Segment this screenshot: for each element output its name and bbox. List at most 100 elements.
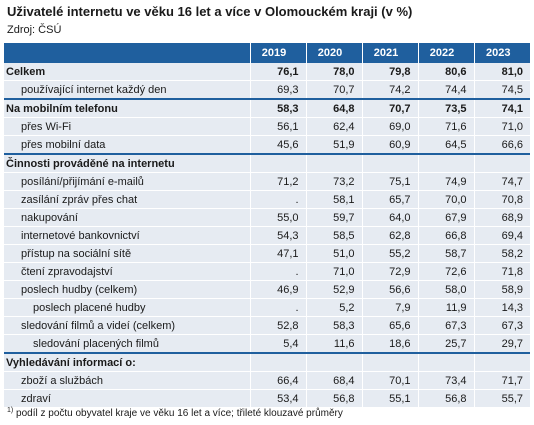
cell-value: 67,3	[473, 316, 530, 335]
cell-value	[249, 352, 306, 372]
row-label: poslech hudby (celkem)	[4, 280, 250, 299]
cell-value: 76,1	[249, 63, 306, 81]
cell-value	[473, 352, 530, 372]
cell-value: 72,6	[417, 262, 474, 281]
table-row: používající internet každý den 69,3 70,7…	[4, 80, 530, 100]
header-blank-cell	[4, 43, 250, 63]
row-label: zboží a službách	[4, 371, 250, 390]
section-header-row: Činnosti prováděné na internetu	[4, 153, 530, 173]
cell-value: 58,7	[417, 244, 474, 263]
cell-value: .	[249, 190, 306, 209]
cell-value: 70,1	[361, 371, 418, 390]
cell-value: 71,6	[417, 117, 474, 136]
footnote-text: podíl z počtu obyvatel kraje ve věku 16 …	[16, 408, 343, 419]
cell-value: 74,1	[473, 98, 530, 118]
cell-value	[361, 352, 418, 372]
table-row: Celkem 76,1 78,0 79,8 80,6 81,0	[4, 63, 530, 81]
cell-value: 53,4	[249, 389, 306, 408]
cell-value: 70,0	[417, 190, 474, 209]
data-table: 2019 2020 2021 2022 2023 Celkem 76,1 78,…	[4, 43, 530, 408]
row-label: nakupování	[4, 208, 250, 227]
cell-value: 56,8	[417, 389, 474, 408]
row-label: posílání/přijímání e-mailů	[4, 172, 250, 191]
cell-value: 18,6	[361, 334, 418, 354]
cell-value: 11,6	[305, 334, 362, 354]
cell-value: 51,9	[305, 135, 362, 155]
table-row: posílání/přijímání e-mailů 71,2 73,2 75,…	[4, 172, 530, 191]
cell-value: 58,5	[305, 226, 362, 245]
section-label: Vyhledávání informací o:	[4, 352, 250, 372]
header-row: 2019 2020 2021 2022 2023	[4, 43, 530, 63]
cell-value: 70,7	[361, 98, 418, 118]
table-row: čtení zpravodajství . 71,0 72,9 72,6 71,…	[4, 262, 530, 281]
cell-value: 64,0	[361, 208, 418, 227]
cell-value: 54,3	[249, 226, 306, 245]
table-row: přes mobilní data 45,6 51,9 60,9 64,5 66…	[4, 135, 530, 155]
cell-value: 73,4	[417, 371, 474, 390]
cell-value: 72,9	[361, 262, 418, 281]
cell-value: 55,0	[249, 208, 306, 227]
year-header: 2021	[361, 43, 418, 63]
cell-value: 73,2	[305, 172, 362, 191]
cell-value: 78,0	[305, 63, 362, 81]
cell-value	[473, 153, 530, 173]
cell-value: 69,0	[361, 117, 418, 136]
cell-value: 25,7	[417, 334, 474, 354]
table-row: poslech placené hudby . 5,2 7,9 11,9 14,…	[4, 298, 530, 317]
cell-value: 62,4	[305, 117, 362, 136]
cell-value: 75,1	[361, 172, 418, 191]
table-row: Na mobilním telefonu 58,3 64,8 70,7 73,5…	[4, 98, 530, 118]
cell-value	[249, 153, 306, 173]
cell-value	[361, 153, 418, 173]
table-title: Uživatelé internetu ve věku 16 let a víc…	[7, 4, 413, 19]
cell-value: 79,8	[361, 63, 418, 81]
cell-value: 71,0	[473, 117, 530, 136]
row-label: Celkem	[4, 63, 250, 81]
cell-value: 14,3	[473, 298, 530, 317]
cell-value: 45,6	[249, 135, 306, 155]
cell-value: 74,9	[417, 172, 474, 191]
cell-value: 64,5	[417, 135, 474, 155]
section-header-row: Vyhledávání informací o:	[4, 352, 530, 372]
cell-value: 66,4	[249, 371, 306, 390]
row-label: zdraví	[4, 389, 250, 408]
cell-value: 7,9	[361, 298, 418, 317]
cell-value: 55,7	[473, 389, 530, 408]
section-label: Činnosti prováděné na internetu	[4, 153, 250, 173]
cell-value: 58,3	[249, 98, 306, 118]
cell-value: 71,2	[249, 172, 306, 191]
cell-value: 46,9	[249, 280, 306, 299]
table-row: zboží a službách 66,4 68,4 70,1 73,4 71,…	[4, 371, 530, 390]
cell-value: 74,5	[473, 80, 530, 100]
cell-value: 11,9	[417, 298, 474, 317]
cell-value: 5,2	[305, 298, 362, 317]
cell-value: 69,3	[249, 80, 306, 100]
cell-value: 58,1	[305, 190, 362, 209]
table-row: přes Wi-Fi 56,1 62,4 69,0 71,6 71,0	[4, 117, 530, 136]
cell-value: 74,2	[361, 80, 418, 100]
table-row: internetové bankovnictví 54,3 58,5 62,8 …	[4, 226, 530, 245]
row-label: přes Wi-Fi	[4, 117, 250, 136]
cell-value: 56,1	[249, 117, 306, 136]
cell-value: 74,4	[417, 80, 474, 100]
cell-value: 52,9	[305, 280, 362, 299]
cell-value: 59,7	[305, 208, 362, 227]
cell-value: 73,5	[417, 98, 474, 118]
cell-value: 29,7	[473, 334, 530, 354]
year-header: 2022	[417, 43, 474, 63]
cell-value: .	[249, 262, 306, 281]
cell-value: 55,2	[361, 244, 418, 263]
cell-value: 70,7	[305, 80, 362, 100]
row-label: zasílání zpráv přes chat	[4, 190, 250, 209]
cell-value: 66,6	[473, 135, 530, 155]
cell-value: 55,1	[361, 389, 418, 408]
cell-value: 68,4	[305, 371, 362, 390]
footnote: 1) podíl z počtu obyvatel kraje ve věku …	[7, 407, 343, 419]
footnote-marker: 1)	[7, 407, 14, 414]
cell-value	[417, 352, 474, 372]
cell-value: 58,2	[473, 244, 530, 263]
cell-value: 64,8	[305, 98, 362, 118]
cell-value: 70,8	[473, 190, 530, 209]
row-label: čtení zpravodajství	[4, 262, 250, 281]
table-row: sledování placených filmů 5,4 11,6 18,6 …	[4, 334, 530, 354]
